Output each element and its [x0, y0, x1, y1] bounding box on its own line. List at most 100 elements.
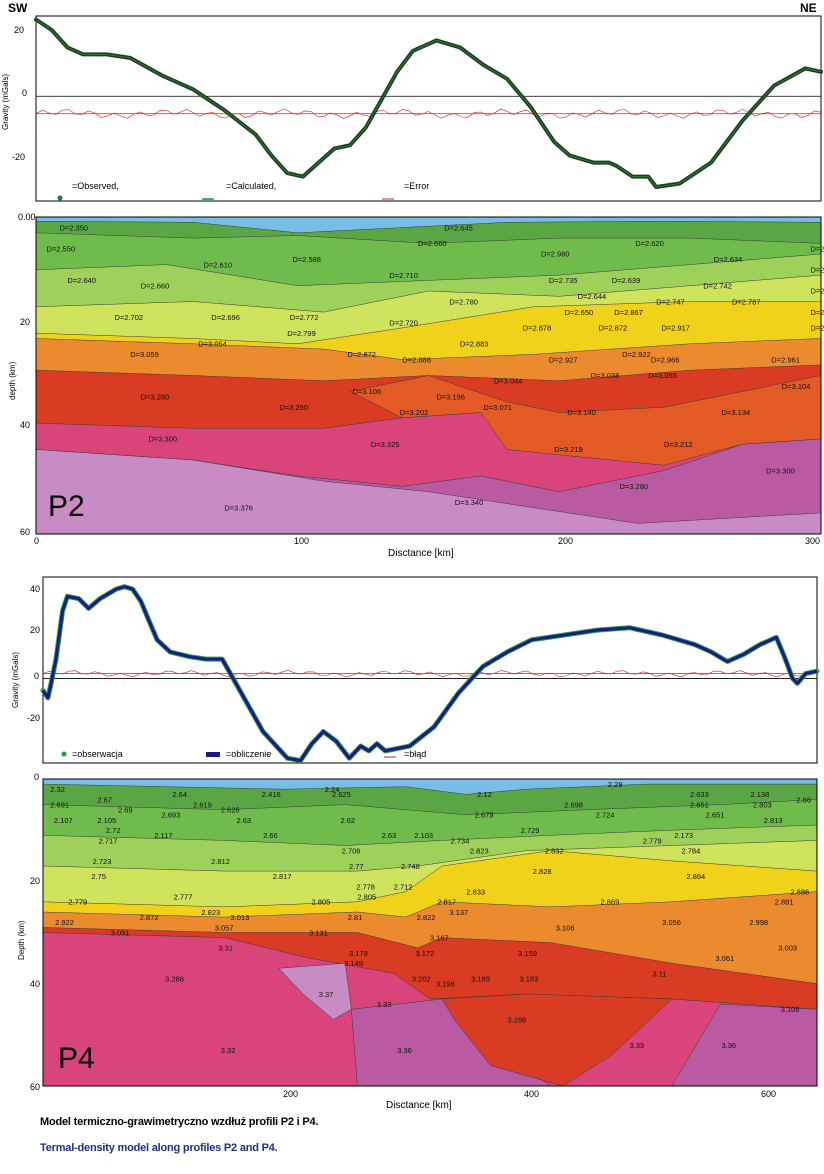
- p4-density-label: 2.828: [533, 867, 552, 876]
- p4-density-label: 2.698: [564, 801, 583, 810]
- p2-legend-observed-marker: [58, 196, 63, 201]
- p4-gravity-ytick-neg20: -20: [27, 713, 40, 723]
- p4-density-label: 2.777: [174, 893, 193, 902]
- p4-density-label: 2.833: [466, 888, 485, 897]
- p2-density-label: D=2.922: [622, 350, 651, 359]
- p2-density-label: D=2.867: [811, 308, 824, 317]
- p2-density-label: D=2.872: [347, 350, 376, 359]
- p2-section-panel: D=2.350D=2.645D=2.550D=2.660D=2.620D=2.6…: [36, 217, 824, 534]
- p4-legend-error: =błąd: [404, 749, 426, 759]
- p2-density-label: D=3.340: [455, 498, 484, 507]
- p4-density-label: 3.36: [397, 1046, 412, 1055]
- p4-density-label: 2.633: [690, 790, 709, 799]
- p4-density-label: 2.66: [796, 795, 811, 804]
- p2-density-label: D=2.878: [523, 324, 552, 333]
- p2-depth-ylabel: depth (km): [8, 361, 17, 400]
- p2-density-label: D=2.742: [703, 281, 732, 290]
- p2-ytick-60: 60: [20, 527, 30, 537]
- p4-density-label: 3.178: [349, 949, 368, 958]
- p2-density-label: D=2.872: [599, 324, 628, 333]
- p4-density-label: 2.784: [682, 847, 701, 856]
- p2-gravity-ytick-20: 20: [14, 25, 24, 35]
- p4-density-label: 2.864: [686, 872, 705, 881]
- p2-density-label: D=2.888: [402, 355, 431, 364]
- p4-density-label: 2.817: [437, 898, 456, 907]
- p4-density-label: 2.103: [414, 831, 433, 840]
- p4-density-label: 2.679: [475, 811, 494, 820]
- p4-density-label: 2.706: [342, 847, 361, 856]
- p4-density-label: 2.813: [764, 816, 783, 825]
- p4-density-label: 3.33: [377, 1000, 392, 1009]
- caption-english: Termal-density model along profiles P2 a…: [40, 1142, 278, 1154]
- p4-density-label: 2.729: [521, 826, 540, 835]
- p2-profile-label: P2: [48, 490, 85, 523]
- p2-gravity-panel: Gravity (mGals) 20 0 -20 =Observed, =Cal…: [1, 16, 821, 201]
- p4-density-label: 2.869: [601, 898, 620, 907]
- p4-gravity-ytick-40: 40: [30, 584, 40, 594]
- p2-density-label: D=3.044: [494, 377, 523, 386]
- p4-xtick-200: 200: [283, 1089, 298, 1099]
- p4-density-label: 3.288: [165, 974, 184, 983]
- p4-density-label: 2.12: [477, 790, 492, 799]
- p4-density-label: 2.779: [643, 836, 662, 845]
- p4-density-label: 3.32: [221, 1046, 236, 1055]
- p2-density-label: D=3.202: [400, 408, 429, 417]
- p2-xtick-200: 200: [558, 536, 573, 546]
- p4-density-label: 2.416: [262, 790, 281, 799]
- p4-density-label: 2.651: [706, 811, 725, 820]
- p4-density-label: 3.33: [630, 1041, 645, 1050]
- p2-density-label: D=2.710: [389, 271, 418, 280]
- p2-density-label: D=3.376: [224, 503, 253, 512]
- p2-density-label: D=3.106: [353, 387, 382, 396]
- p4-density-label: 2.872: [140, 913, 159, 922]
- p2-xtick-0: 0: [34, 536, 39, 546]
- p4-density-label: 2.778: [356, 882, 375, 891]
- p4-ytick-40: 40: [30, 979, 40, 989]
- p2-xlabel: Disctance [km]: [388, 548, 454, 559]
- p2-density-label: D=2.961: [771, 355, 800, 364]
- p4-density-label: 2.812: [211, 857, 230, 866]
- p2-density-label: D=3.300: [766, 466, 795, 475]
- p4-density-label: 2.77: [349, 862, 364, 871]
- p4-density-label: 3.167: [430, 934, 449, 943]
- p4-density-label: 3.061: [715, 954, 734, 963]
- p4-density-label: 2.748: [401, 862, 420, 871]
- p2-density-label: D=3.325: [371, 440, 400, 449]
- p2-density-label: D=2.640: [67, 276, 96, 285]
- p2-gravity-ytick-neg20: -20: [12, 152, 25, 162]
- p4-density-label: 3.189: [471, 974, 490, 983]
- p4-ytick-20: 20: [30, 876, 40, 886]
- p4-depth-ylabel: Depth (km): [17, 920, 26, 960]
- p4-gravity-ylabel: Gravity (mGals): [11, 652, 20, 708]
- p2-density-label: D=2.588: [292, 255, 321, 264]
- p4-density-label: 3.159: [518, 949, 537, 958]
- p2-density-label: D=2.927: [549, 355, 578, 364]
- p4-density-label: 3.36: [722, 1041, 737, 1050]
- sw-label: SW: [8, 1, 28, 15]
- p4-xtick-400: 400: [524, 1089, 539, 1099]
- p4-density-label: 2.63: [237, 816, 252, 825]
- p4-density-label: 3.196: [436, 980, 455, 989]
- p4-density-label: 2.619: [193, 801, 212, 810]
- p4-density-label: 2.891: [775, 898, 794, 907]
- p4-density-label: 2.138: [751, 790, 770, 799]
- p4-density-label: 3.172: [416, 949, 435, 958]
- p4-density-label: 2.823: [201, 908, 220, 917]
- p4-density-label: 2.823: [470, 847, 489, 856]
- p2-legend-error: =Error: [404, 181, 429, 191]
- p4-density-label: 3.268: [507, 1015, 526, 1024]
- p4-density-label: 2.712: [394, 882, 413, 891]
- p4-density-label: 2.72: [106, 826, 121, 835]
- p2-density-label: D=3.280: [141, 392, 170, 401]
- ne-label: NE: [800, 1, 817, 15]
- p4-density-label: 3.202: [412, 974, 431, 983]
- p4-legend-calculated: =obliczenie: [226, 749, 271, 759]
- p4-density-label: 2.779: [68, 898, 87, 907]
- p2-density-label: D=3.104: [782, 382, 811, 391]
- p2-density-label: D=2.782: [811, 287, 824, 296]
- p2-density-label: D=2.776: [811, 266, 824, 275]
- p2-density-label: D=3.280: [620, 482, 649, 491]
- p2-xtick-300: 300: [805, 536, 820, 546]
- p4-density-label: 2.62: [341, 816, 356, 825]
